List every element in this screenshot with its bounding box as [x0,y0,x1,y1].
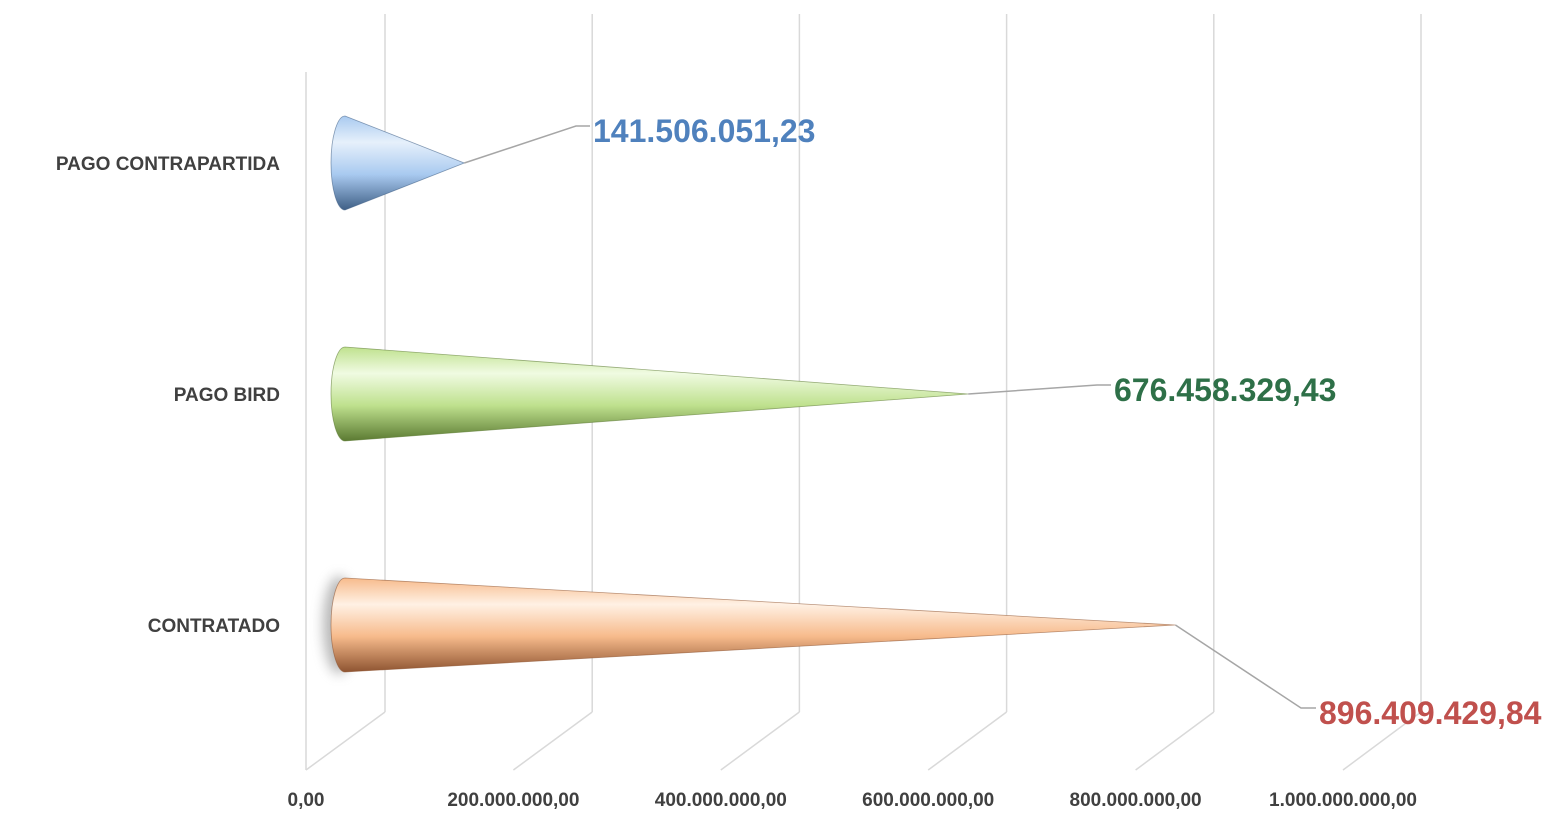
data-label-pago-bird: 676.458.329,43 [1114,372,1336,408]
data-labels: 141.506.051,23 676.458.329,43 896.409.429,… [464,113,1542,731]
x-tick-label: 600.000.000,00 [862,790,994,811]
data-label-contratado: 896.409.429,84 [1319,695,1542,731]
data-label-leader-line [1175,624,1316,709]
data-label-pago-contrapartida: 141.506.051,23 [593,113,815,149]
gridline-floor [512,711,593,771]
cone-bar-pago-contrapartida [330,115,466,211]
category-label-contratado: CONTRATADO [148,616,280,637]
cone-bar-contratado [330,577,1176,673]
x-tick-label: 0,00 [288,790,325,811]
gridlines [305,14,1422,771]
gridline-floor [1135,711,1215,771]
gridline-floor [305,711,386,771]
category-label-pago-contrapartida: PAGO CONTRAPARTIDA [56,154,280,175]
x-tick-label: 400.000.000,00 [655,790,787,811]
x-tick-label: 800.000.000,00 [1070,790,1202,811]
cone-bar-pago-bird [330,346,969,442]
y-axis-category-labels: PAGO CONTRAPARTIDA PAGO BIRD CONTRATADO [56,154,280,637]
x-tick-label: 1.000.000.000,00 [1269,790,1417,811]
gridline-floor [1342,711,1422,771]
gridline-floor [720,711,800,771]
cone-bars [323,115,1176,674]
data-label-leader-line [968,384,1111,395]
data-label-leader-line [464,125,590,164]
gridline-floor [927,711,1008,771]
category-label-pago-bird: PAGO BIRD [174,385,280,406]
x-tick-label: 200.000.000,00 [447,790,579,811]
x-axis-tick-labels: 0,00 200.000.000,00 400.000.000,00 600.000.… [288,790,1417,811]
